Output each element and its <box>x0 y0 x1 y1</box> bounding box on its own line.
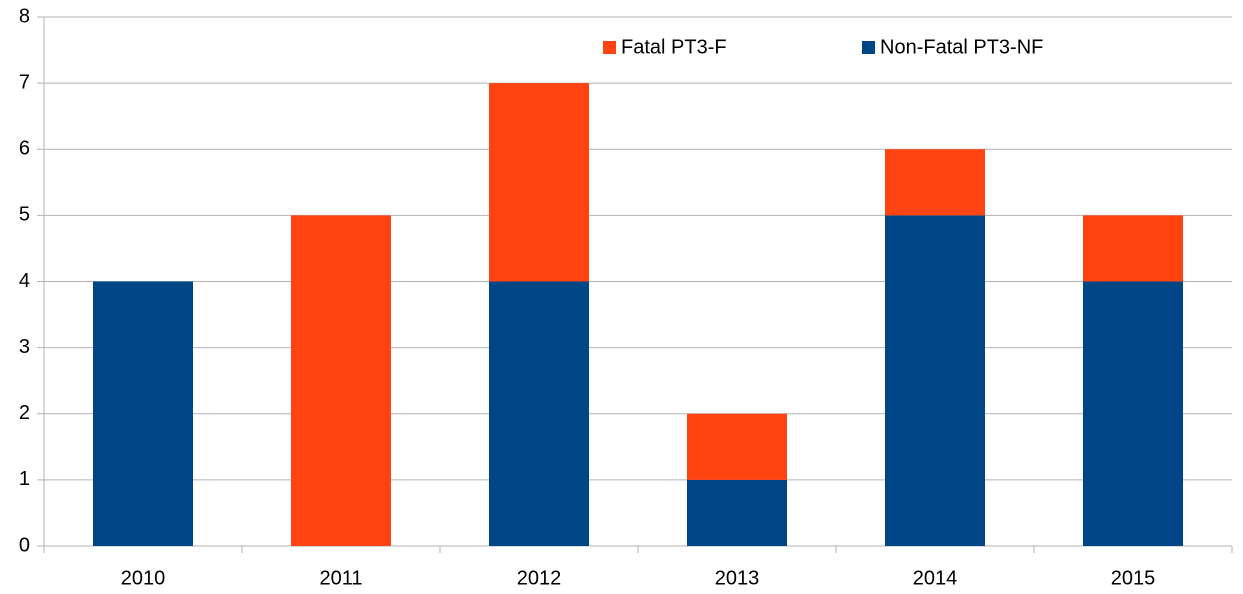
x-tick-label: 2013 <box>715 567 760 589</box>
x-tick-label: 2014 <box>913 567 958 589</box>
legend-label: Fatal PT3-F <box>621 36 727 58</box>
bar-segment <box>489 281 589 546</box>
bar-segment <box>1083 215 1183 282</box>
x-tick-label: 2012 <box>517 567 562 589</box>
bar-segment <box>291 215 391 546</box>
bar-segment <box>885 215 985 546</box>
x-tick-label: 2011 <box>319 567 362 589</box>
y-tick-label: 6 <box>19 138 30 160</box>
bar-segment <box>1083 281 1183 546</box>
y-tick-label: 8 <box>19 5 30 27</box>
y-tick-label: 3 <box>19 336 30 358</box>
legend-swatch <box>862 41 875 54</box>
x-tick-label: 2010 <box>121 567 166 589</box>
y-tick-label: 7 <box>19 71 30 93</box>
y-tick-label: 0 <box>19 534 30 556</box>
bar-segment <box>687 479 787 546</box>
legend-label: Non-Fatal PT3-NF <box>880 36 1043 58</box>
bar-segment <box>687 413 787 480</box>
y-tick-label: 1 <box>19 468 30 490</box>
x-tick-label: 2015 <box>1111 567 1156 589</box>
bar-segment <box>93 281 193 546</box>
y-tick-label: 5 <box>19 204 30 226</box>
y-tick-label: 4 <box>19 270 30 292</box>
bar-segment <box>489 83 589 282</box>
y-tick-label: 2 <box>19 402 30 424</box>
legend-swatch <box>603 41 616 54</box>
bar-segment <box>885 149 985 216</box>
